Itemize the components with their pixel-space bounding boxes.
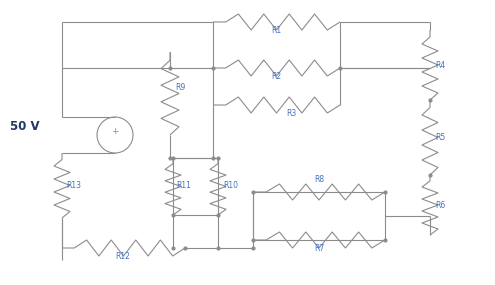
Text: 50 V: 50 V — [10, 121, 40, 133]
Text: R2: R2 — [271, 72, 281, 81]
Text: R12: R12 — [115, 252, 131, 261]
Text: R10: R10 — [223, 182, 238, 190]
Text: R1: R1 — [271, 26, 281, 35]
Text: R4: R4 — [435, 60, 445, 70]
Text: R8: R8 — [314, 175, 324, 184]
Text: R11: R11 — [176, 182, 191, 190]
Text: R3: R3 — [286, 109, 296, 118]
Text: R5: R5 — [435, 133, 445, 141]
Text: R6: R6 — [435, 201, 445, 209]
Text: +: + — [111, 127, 119, 137]
Text: R13: R13 — [66, 180, 81, 190]
Text: R9: R9 — [175, 84, 185, 93]
Text: R7: R7 — [314, 244, 324, 253]
